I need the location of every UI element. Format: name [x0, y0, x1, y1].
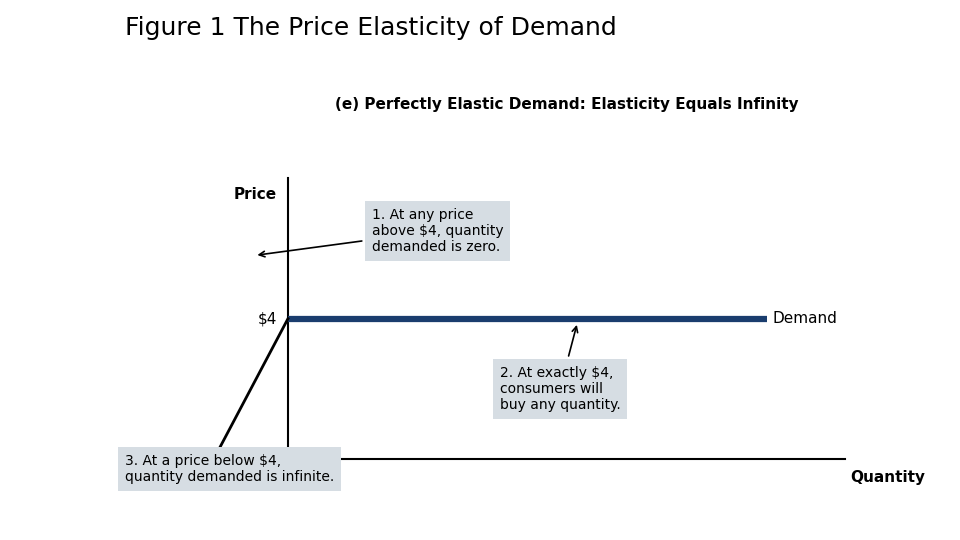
Text: $4: $4	[257, 311, 276, 326]
Text: Quantity: Quantity	[851, 469, 925, 484]
Text: Figure 1 The Price Elasticity of Demand: Figure 1 The Price Elasticity of Demand	[125, 16, 616, 40]
Text: 1. At any price
above $4, quantity
demanded is zero.: 1. At any price above $4, quantity deman…	[259, 208, 503, 257]
Text: Price: Price	[233, 187, 276, 201]
Text: (e) Perfectly Elastic Demand: Elasticity Equals Infinity: (e) Perfectly Elastic Demand: Elasticity…	[335, 97, 798, 112]
Text: 0: 0	[294, 469, 303, 484]
Text: 2. At exactly $4,
consumers will
buy any quantity.: 2. At exactly $4, consumers will buy any…	[499, 327, 620, 412]
Text: 3. At a price below $4,
quantity demanded is infinite.: 3. At a price below $4, quantity demande…	[125, 454, 334, 484]
Text: Demand: Demand	[773, 311, 837, 326]
